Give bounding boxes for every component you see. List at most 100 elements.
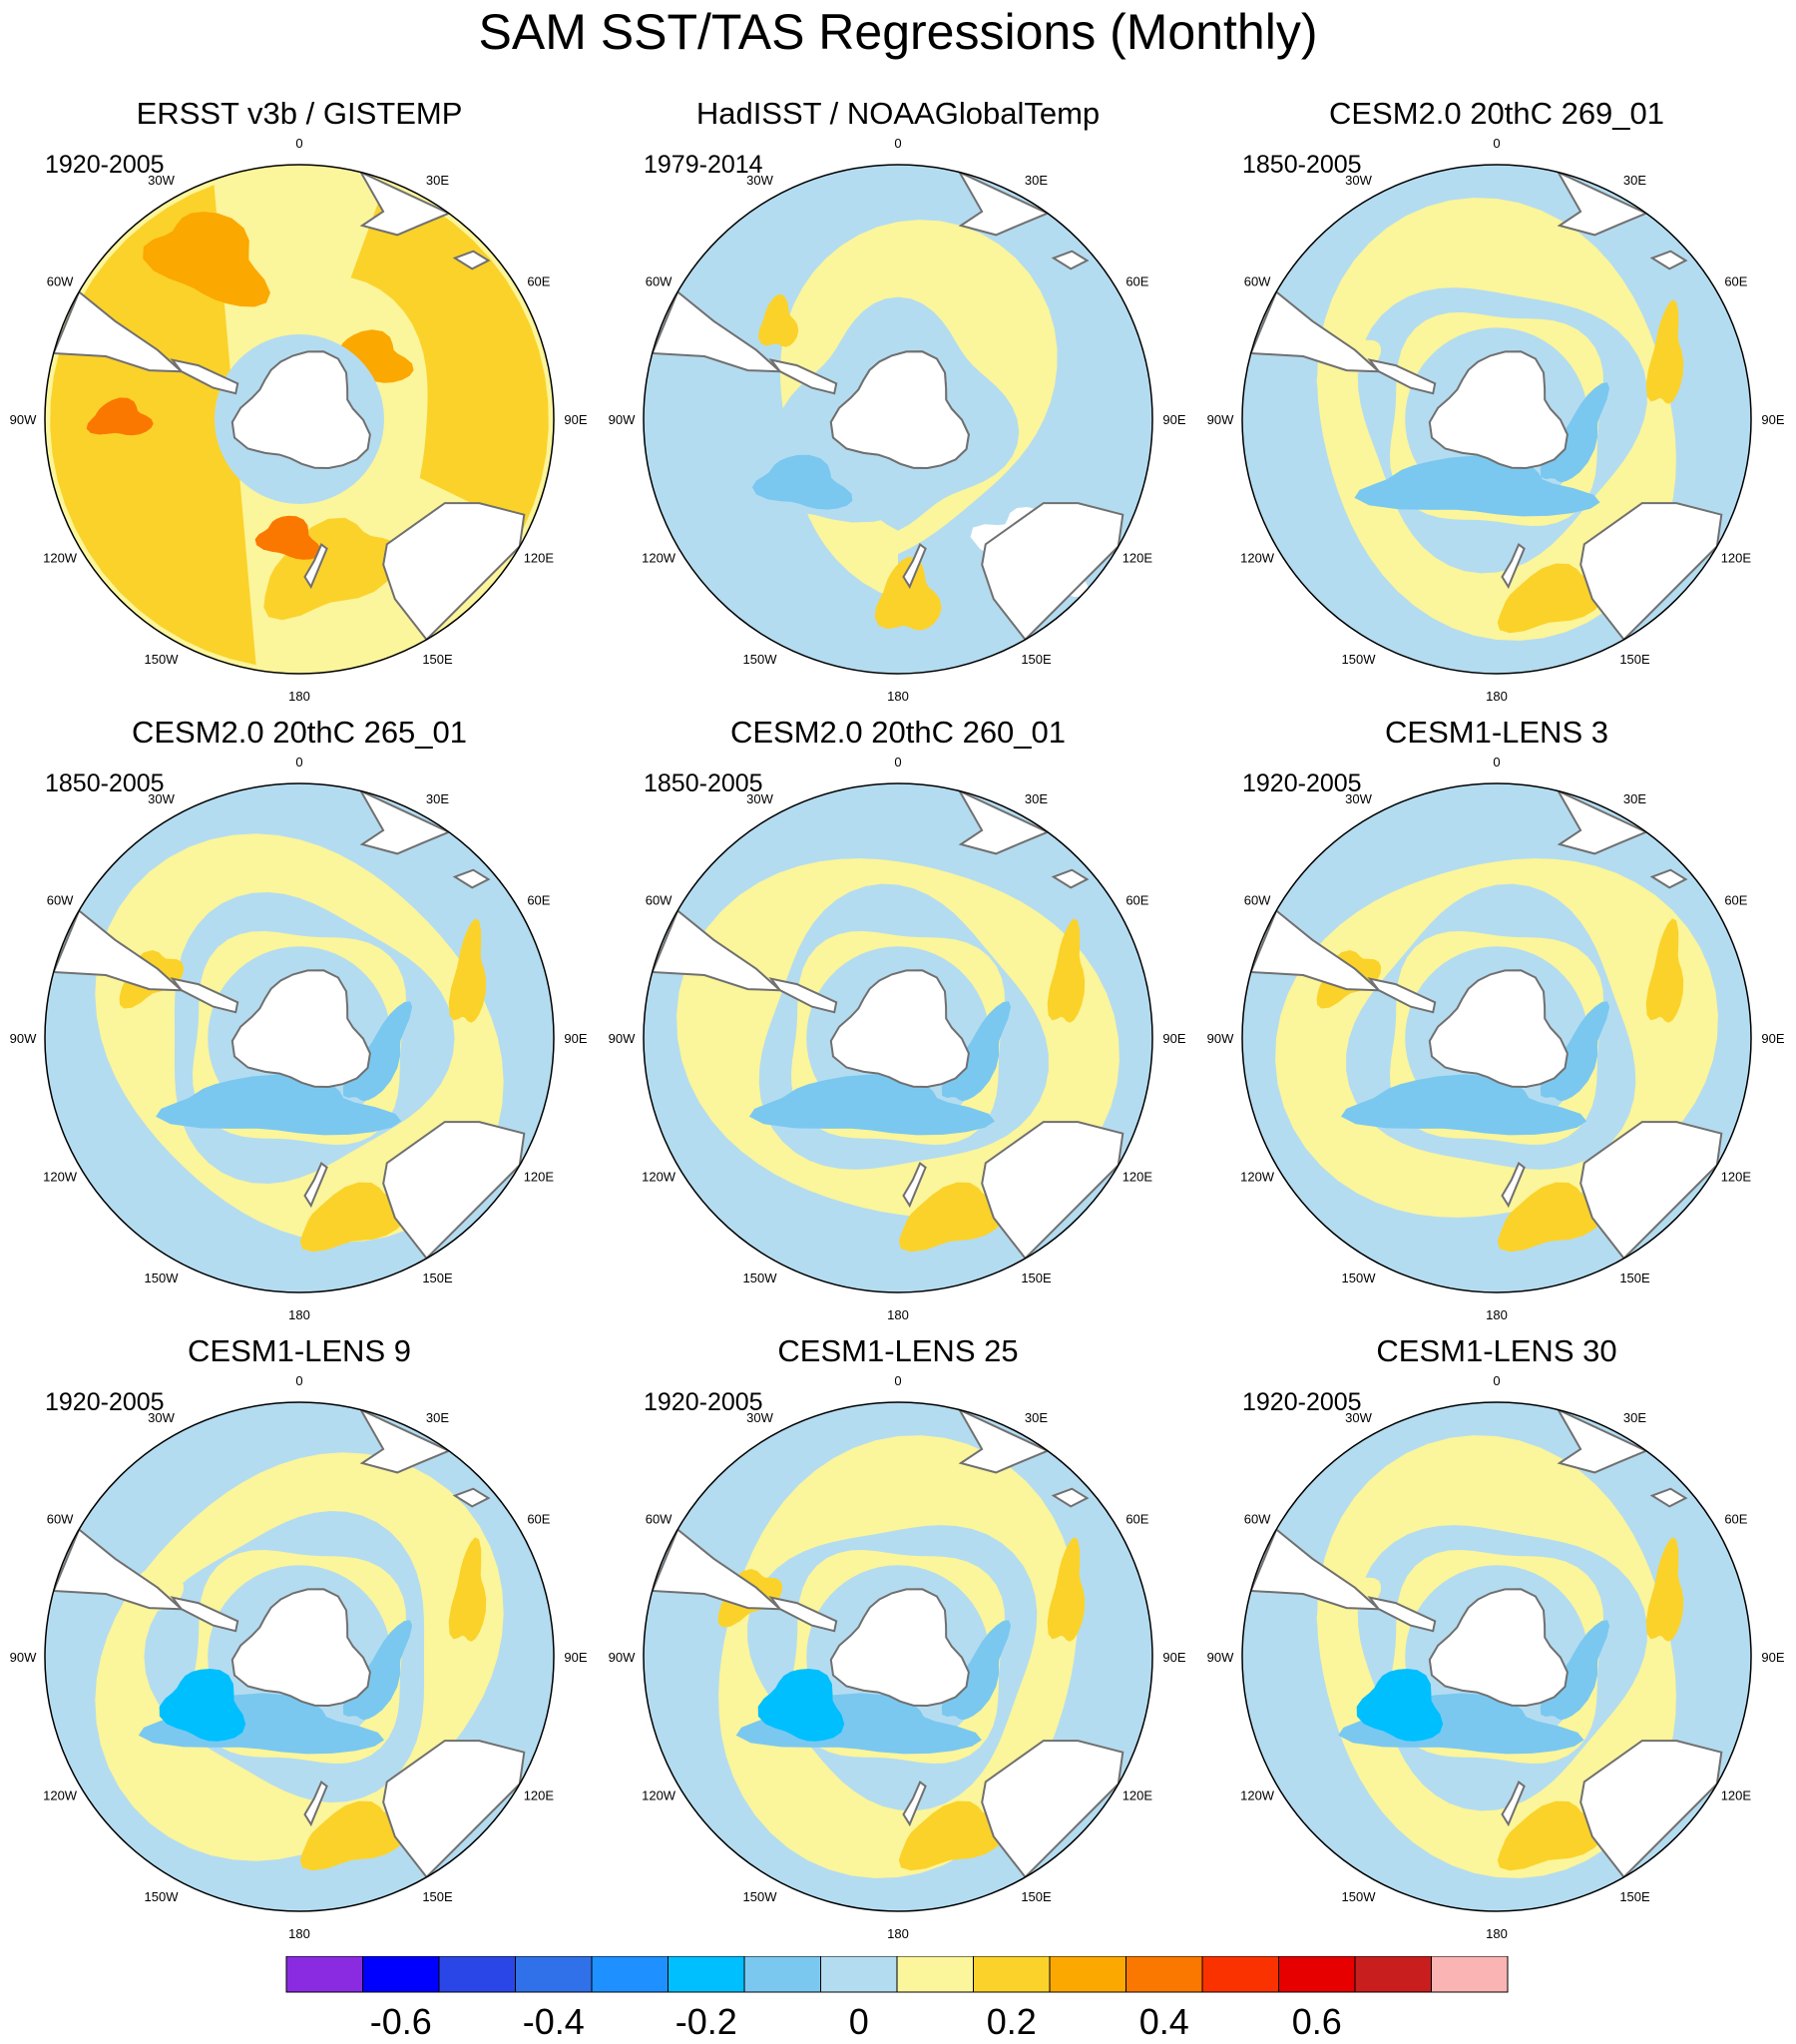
antarctica-land [230,969,371,1089]
map-panel: CESM2.0 20thC 260_01 1850-2005 0 30E 60E 90E 1… [599,619,1197,1322]
longitude-label: 60E [1724,274,1747,289]
antarctic-peninsula-land [1367,1596,1437,1633]
longitude-label: 0 [1493,136,1500,151]
longitude-label: 0 [295,755,302,769]
longitude-label: 90E [1162,412,1185,427]
longitude-label: 120W [43,551,78,566]
new-zealand-land [902,543,927,590]
map-boundary [643,164,1153,675]
longitude-label: 90E [1761,1031,1784,1046]
longitude-label: 120E [1721,551,1752,566]
regression-field [644,165,1152,674]
longitude-label: 90W [10,1650,37,1665]
longitude-label: 180 [1486,1307,1508,1322]
panel-title: CESM1-LENS 3 [1385,715,1608,750]
longitude-label: 90E [1162,1650,1185,1665]
new-zealand-land [902,1162,927,1209]
colorbar-swatch [1049,1956,1126,1993]
south-america-land [52,908,185,992]
longitude-label: 0 [1493,1373,1500,1388]
longitude-label: 120E [1721,1170,1752,1185]
antarctica-land [829,350,970,470]
longitude-label: 90W [609,412,636,427]
longitude-label: 60W [1244,893,1271,908]
colorbar-swatch [515,1956,593,1993]
longitude-label: 90W [609,1031,636,1046]
madagascar-land [1051,868,1090,889]
longitude-label: 150E [1021,652,1052,667]
madagascar-land [1649,1487,1688,1508]
longitude-label: 150E [422,1889,453,1904]
panel-period: 1920-2005 [1242,1388,1362,1416]
antarctic-peninsula-land [170,977,239,1014]
south-america-land [52,289,185,373]
longitude-label: 180 [1486,689,1508,704]
antarctic-peninsula-land [1367,358,1437,395]
longitude-label: 120W [642,1788,676,1803]
longitude-label: 150E [1619,652,1650,667]
longitude-label: 30W [746,173,773,188]
panel-period: 1850-2005 [1242,151,1362,179]
new-zealand-land [1501,543,1526,590]
madagascar-land [452,250,491,270]
longitude-label: 120W [642,551,676,566]
longitude-label: 120E [1721,1788,1752,1803]
longitude-label: 60W [47,274,74,289]
panel-title: CESM1-LENS 9 [188,1333,411,1368]
regression-field [1242,1402,1751,1911]
south-america-land [1249,1527,1382,1611]
panel-period: 1850-2005 [644,769,763,797]
south-america-land [52,1527,185,1611]
longitude-label: 90W [1207,412,1234,427]
colorbar-swatch [1278,1956,1356,1993]
map-panel: CESM1-LENS 3 1920-2005 0 30E 60E 90E 120E 150E 1… [1197,619,1796,1322]
longitude-label: 180 [288,1926,310,1941]
longitude-label: 150W [145,652,180,667]
panel-title: CESM1-LENS 25 [777,1333,1019,1368]
antarctica-land [230,350,371,470]
longitude-label: 30W [148,173,175,188]
longitude-label: 150W [743,1271,778,1285]
antarctica-land [1428,969,1569,1089]
antarctic-peninsula-land [1367,977,1437,1014]
longitude-label: 60E [527,274,550,289]
polar-map: 0 30E 60E 90E 120E 150E 180 150W 120W 90W 60W 30W [609,755,1186,1322]
longitude-label: 180 [887,689,909,704]
polar-map: 0 30E 60E 90E 120E 150E 180 150W 120W 90W 60W 30W [609,136,1186,704]
colorbar-swatch [362,1956,440,1993]
longitude-label: 60W [646,893,673,908]
longitude-label: 0 [894,136,901,151]
longitude-label: 150E [1619,1271,1650,1285]
map-boundary [1241,164,1752,675]
colorbar-tick-label: -0.4 [523,2001,585,2042]
antarctic-peninsula-land [768,358,838,395]
map-panel: HadISST / NOAAGlobalTemp 1979-2014 0 30E 60E… [599,0,1197,704]
map-panel: ERSST v3b / GISTEMP 1920-2005 0 30E 60E 90E 12… [0,0,599,704]
longitude-label: 150E [422,1271,453,1285]
longitude-label: 30E [426,1410,449,1425]
polar-map: 0 30E 60E 90E 120E 150E 180 150W 120W 90W 60W 30W [10,755,588,1322]
antarctica-land [1428,350,1569,470]
longitude-label: 60W [47,893,74,908]
colorbar-swatch [820,1956,898,1993]
longitude-label: 60E [527,1512,550,1527]
colorbar-tick-label: 0.2 [987,2001,1037,2042]
longitude-label: 60W [47,1512,74,1527]
longitude-label: 120W [1240,1788,1275,1803]
panel-period: 1920-2005 [45,1388,165,1416]
longitude-label: 30E [1025,1410,1048,1425]
longitude-label: 60W [1244,274,1271,289]
longitude-label: 150E [1021,1271,1052,1285]
longitude-label: 30E [1623,1410,1646,1425]
map-boundary [44,782,555,1293]
madagascar-land [1051,1487,1090,1508]
longitude-label: 0 [1493,755,1500,769]
longitude-label: 0 [894,755,901,769]
map-boundary [643,1401,1153,1912]
map-panel: CESM2.0 20thC 269_01 1850-2005 0 30E 60E 90E 1… [1197,0,1796,704]
map-boundary [1241,1401,1752,1912]
panel-period: 1979-2014 [644,151,763,179]
antarctica-land [829,969,970,1089]
regression-field [45,1402,554,1911]
antarctic-peninsula-land [768,1596,838,1633]
